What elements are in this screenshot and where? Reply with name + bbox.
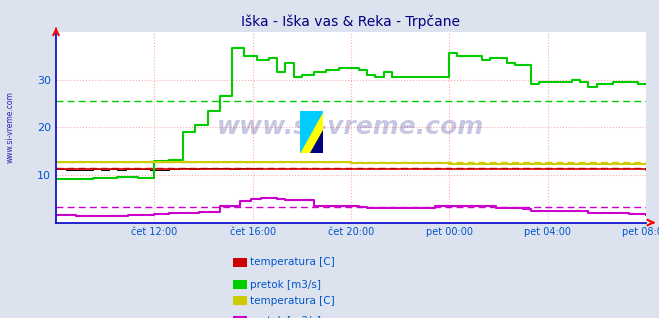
Text: temperatura [C]: temperatura [C] <box>250 295 335 306</box>
Polygon shape <box>300 111 323 153</box>
Text: pretok [m3/s]: pretok [m3/s] <box>250 280 322 290</box>
Polygon shape <box>310 130 323 153</box>
Text: temperatura [C]: temperatura [C] <box>250 257 335 267</box>
Text: www.si-vreme.com: www.si-vreme.com <box>5 91 14 163</box>
Polygon shape <box>300 111 323 153</box>
Text: pretok [m3/s]: pretok [m3/s] <box>250 316 322 318</box>
Title: Iška - Iška vas & Reka - Trpčane: Iška - Iška vas & Reka - Trpčane <box>241 15 461 29</box>
Text: www.si-vreme.com: www.si-vreme.com <box>217 115 484 139</box>
